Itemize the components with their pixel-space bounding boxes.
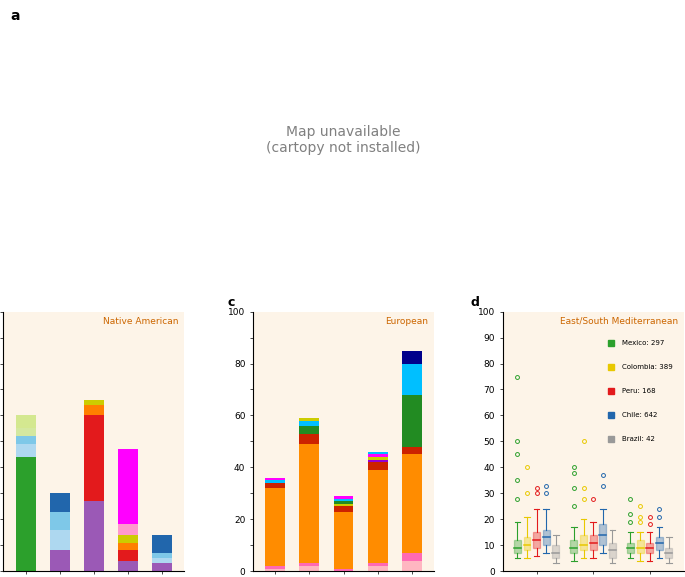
- Bar: [265, 481, 285, 483]
- Bar: [16, 429, 36, 436]
- Text: Colombia: 389: Colombia: 389: [622, 364, 673, 370]
- Bar: [16, 415, 36, 429]
- Bar: [299, 566, 319, 571]
- Bar: [402, 553, 422, 561]
- Bar: [402, 364, 422, 395]
- Bar: [299, 418, 319, 421]
- Bar: [299, 564, 319, 566]
- FancyBboxPatch shape: [523, 538, 530, 550]
- Bar: [16, 457, 36, 571]
- Bar: [84, 415, 103, 501]
- Bar: [152, 553, 172, 559]
- FancyBboxPatch shape: [590, 535, 597, 550]
- Bar: [334, 501, 353, 504]
- Bar: [334, 499, 353, 501]
- Bar: [118, 449, 138, 524]
- Bar: [402, 351, 422, 364]
- FancyBboxPatch shape: [552, 545, 560, 559]
- Bar: [402, 447, 422, 455]
- Bar: [368, 460, 388, 462]
- Bar: [265, 488, 285, 566]
- FancyBboxPatch shape: [514, 540, 521, 553]
- Bar: [368, 457, 388, 460]
- Bar: [265, 483, 285, 488]
- Bar: [84, 501, 103, 571]
- Bar: [118, 561, 138, 571]
- Bar: [84, 400, 103, 405]
- Bar: [368, 462, 388, 470]
- Bar: [299, 434, 319, 444]
- FancyBboxPatch shape: [609, 543, 616, 559]
- Text: Brazil: 42: Brazil: 42: [622, 436, 655, 443]
- Bar: [50, 512, 70, 530]
- Text: Map unavailable
(cartopy not installed): Map unavailable (cartopy not installed): [266, 125, 421, 155]
- Bar: [334, 512, 353, 569]
- Bar: [368, 564, 388, 566]
- FancyBboxPatch shape: [580, 535, 587, 550]
- FancyBboxPatch shape: [543, 530, 550, 545]
- Bar: [265, 478, 285, 481]
- Text: Chile: 642: Chile: 642: [622, 412, 658, 418]
- Bar: [299, 426, 319, 434]
- Text: d: d: [470, 297, 479, 309]
- Bar: [299, 444, 319, 564]
- Bar: [16, 436, 36, 444]
- FancyBboxPatch shape: [656, 538, 663, 550]
- Text: European: European: [386, 317, 429, 326]
- Bar: [152, 559, 172, 564]
- Bar: [16, 444, 36, 457]
- Bar: [368, 455, 388, 457]
- Bar: [299, 421, 319, 426]
- Bar: [402, 395, 422, 447]
- Text: Native American: Native American: [103, 317, 179, 326]
- Bar: [334, 507, 353, 512]
- Bar: [118, 535, 138, 543]
- Text: Peru: 168: Peru: 168: [622, 388, 656, 394]
- Bar: [118, 543, 138, 550]
- Bar: [402, 561, 422, 571]
- Bar: [265, 569, 285, 571]
- Text: Mexico: 297: Mexico: 297: [622, 340, 664, 346]
- Bar: [50, 530, 70, 550]
- FancyBboxPatch shape: [571, 540, 577, 553]
- Bar: [50, 550, 70, 571]
- FancyBboxPatch shape: [533, 533, 540, 548]
- Bar: [152, 535, 172, 553]
- FancyBboxPatch shape: [627, 543, 634, 553]
- Bar: [265, 566, 285, 569]
- Text: c: c: [227, 297, 235, 309]
- FancyBboxPatch shape: [646, 543, 653, 553]
- Bar: [368, 452, 388, 455]
- Bar: [368, 566, 388, 571]
- Bar: [118, 524, 138, 535]
- Bar: [334, 504, 353, 507]
- FancyBboxPatch shape: [636, 540, 644, 553]
- Bar: [84, 405, 103, 415]
- Bar: [334, 569, 353, 571]
- Bar: [402, 455, 422, 553]
- Text: East/South Mediterranean: East/South Mediterranean: [560, 317, 678, 326]
- Text: a: a: [10, 9, 20, 24]
- Bar: [334, 496, 353, 499]
- Bar: [118, 550, 138, 561]
- FancyBboxPatch shape: [599, 524, 606, 545]
- Bar: [152, 564, 172, 571]
- Bar: [50, 493, 70, 512]
- Bar: [368, 470, 388, 564]
- FancyBboxPatch shape: [665, 548, 673, 559]
